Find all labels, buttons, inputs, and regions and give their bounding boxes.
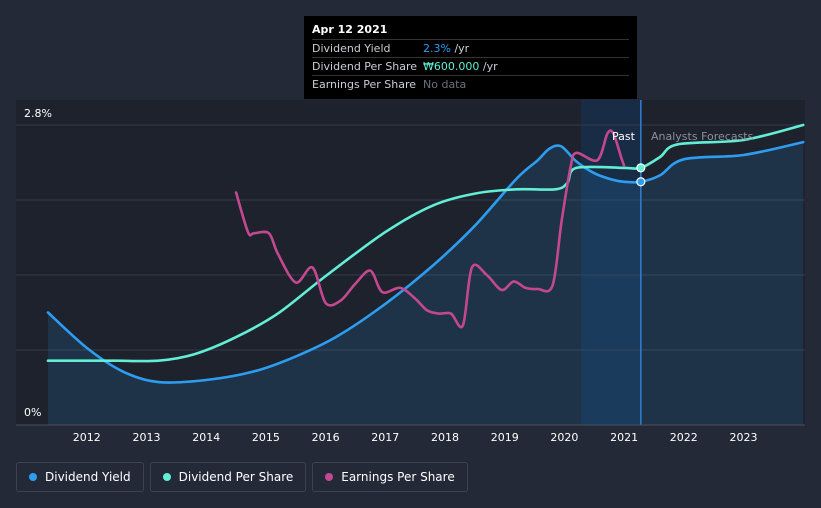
tooltip-date: Apr 12 2021 [312,23,388,36]
x-tick-label: 2012 [73,431,101,444]
dividend-yield-marker [636,177,646,187]
analysts-forecasts-label: Analysts Forecasts [651,130,754,143]
area-layer [48,142,804,425]
legend-item-dividend-yield[interactable]: Dividend Yield [16,462,144,492]
tooltip-row-dividend-yield: Dividend Yield 2.3% /yr [312,39,629,57]
legend-label: Dividend Yield [45,470,131,484]
tooltip-label: Dividend Per Share [312,60,418,73]
legend-dot-icon [29,473,37,481]
x-tick-label: 2019 [491,431,519,444]
tooltip-label: Dividend Yield [312,42,391,55]
x-tick-label: 2023 [730,431,758,444]
past-label: Past [612,130,636,143]
tooltip-label: Earnings Per Share [312,78,417,91]
gridlines [16,124,805,351]
x-tick-label: 2022 [670,431,698,444]
y-axis-top-label: 2.8% [24,107,52,120]
marker-layer [636,163,646,187]
x-tick-label: 2016 [312,431,340,444]
legend-dot-icon [325,473,334,481]
legend-dot-icon [162,473,171,481]
x-tick-label: 2021 [610,431,638,444]
plot-background [16,100,805,425]
dividend-yield-area [48,142,804,425]
x-tick-label: 2018 [431,431,459,444]
past-highlight-band [581,100,641,425]
x-tick-label: 2020 [550,431,578,444]
x-tick-label: 2017 [371,431,399,444]
legend-item-earnings-per-share[interactable]: Earnings Per Share [312,462,468,492]
tooltip-row-dividend-per-share: Dividend Per Share ₩600.000 /yr [312,57,629,75]
tooltip-value: ₩600.000 /yr [423,60,498,73]
legend-item-dividend-per-share[interactable]: Dividend Per Share [149,462,307,492]
x-tick-label: 2015 [252,431,280,444]
tooltip-value: 2.3% /yr [423,42,470,55]
earnings-per-share-line [234,129,626,329]
x-axis-ticks: 2012 2013 2014 2015 2016 2017 2018 2019 2020 2021… [73,431,758,444]
tooltip-value: No data [423,78,467,91]
legend: Dividend Yield Dividend Per Share Earnin… [16,462,468,492]
chart-tooltip: Apr 12 2021 Dividend Yield 2.3% /yr Divi… [304,16,637,99]
chart: 2012 2013 2014 2015 2016 2017 2018 2019 2020 2021… [16,100,805,444]
x-tick-label: 2014 [192,431,220,444]
y-axis-bottom-label: 0% [24,406,41,419]
legend-label: Dividend Per Share [178,470,294,484]
x-tick-label: 2013 [133,431,161,444]
dividend-per-share-line [46,123,805,363]
legend-label: Earnings Per Share [341,470,455,484]
tooltip-row-earnings-per-share: Earnings Per Share No data [312,75,629,93]
dividend-per-share-marker [636,163,646,173]
